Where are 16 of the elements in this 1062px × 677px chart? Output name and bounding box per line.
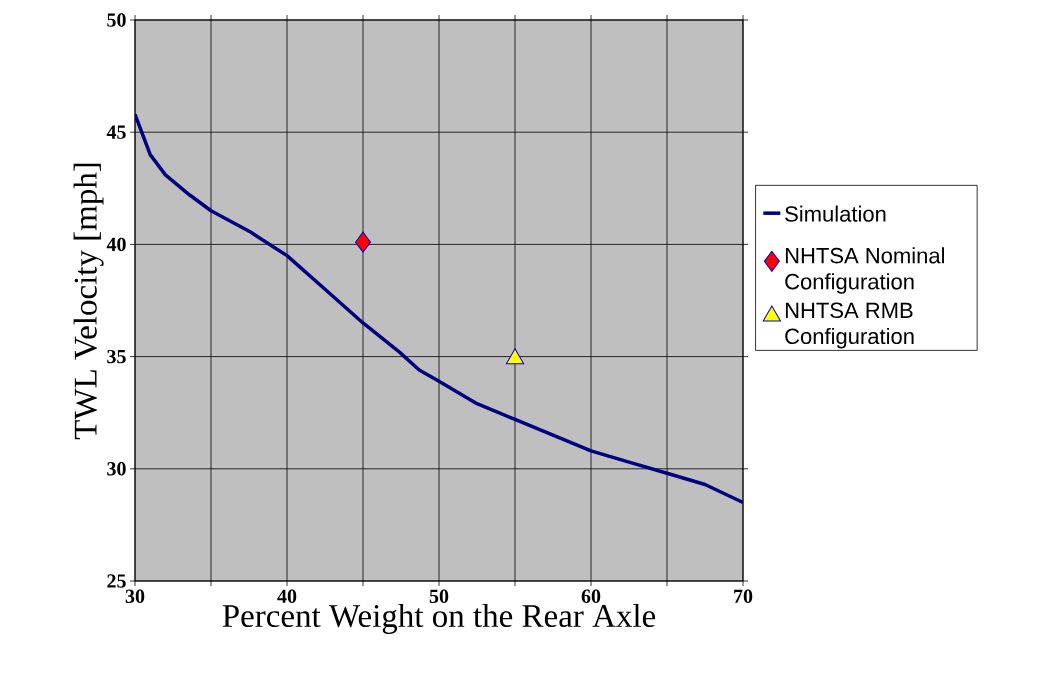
- x-tick-label: 70: [734, 589, 753, 604]
- y-tick-label: 40: [106, 237, 126, 252]
- y-tick-label: 50: [107, 13, 126, 27]
- y-tick-label: 45: [106, 125, 126, 139]
- y-tick-label: 30: [107, 462, 126, 476]
- x-tick-label: 50: [429, 589, 449, 604]
- legend-label: Simulation: [785, 205, 886, 222]
- x-tick-label: 40: [277, 589, 297, 604]
- y-tick-label: 35: [107, 349, 126, 364]
- x-axis-title: Percent Weight on the Rear Axle: [222, 603, 656, 634]
- x-tick-label: 30: [125, 589, 145, 604]
- y-tick-label: 25: [107, 574, 126, 588]
- y-axis-title: TWL Velocity [mph]: [73, 163, 104, 440]
- legend-label: NHTSA RMB Configuration: [785, 302, 914, 349]
- x-tick-label: 60: [581, 589, 601, 604]
- legend-label: NHTSA Nominal Configuration: [785, 247, 944, 294]
